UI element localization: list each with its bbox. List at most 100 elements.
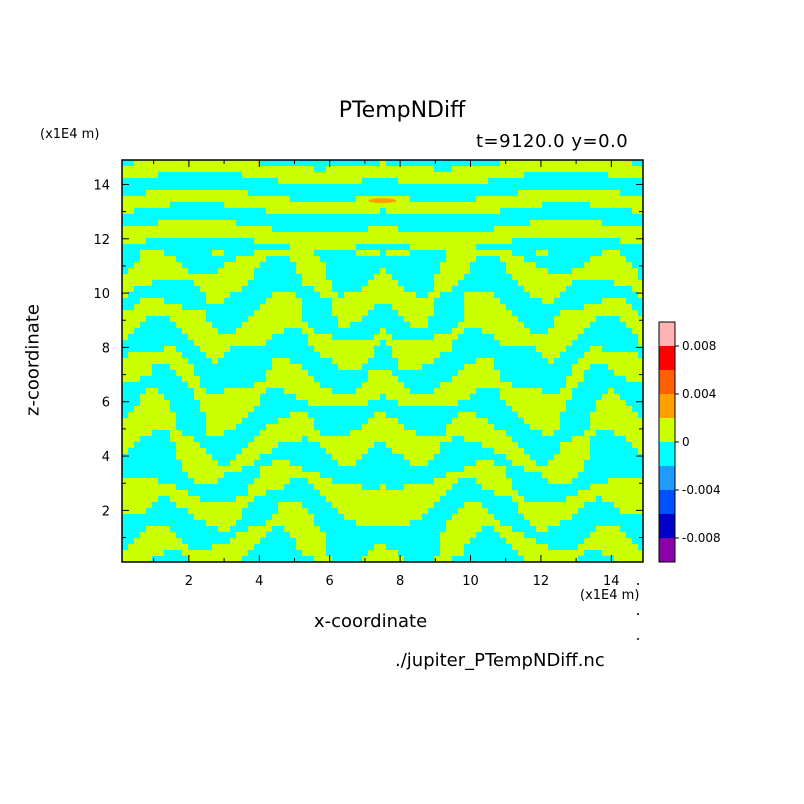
contour-cell-positive xyxy=(422,322,428,328)
contour-cell-positive xyxy=(422,298,428,304)
contour-cell-positive xyxy=(350,502,356,508)
contour-cell-positive xyxy=(482,484,488,490)
contour-cell-positive xyxy=(164,232,170,238)
contour-cell-positive xyxy=(578,460,584,466)
contour-cell-positive xyxy=(614,502,620,508)
contour-cell-positive xyxy=(338,202,344,208)
contour-cell-positive xyxy=(470,256,476,262)
contour-cell-positive xyxy=(362,490,368,496)
contour-cell-positive xyxy=(356,520,362,526)
contour-cell-positive xyxy=(356,358,362,364)
contour-cell-positive xyxy=(632,316,638,322)
contour-cell-positive xyxy=(482,316,488,322)
contour-cell-positive xyxy=(278,514,284,520)
contour-cell-positive xyxy=(290,472,296,478)
contour-cell-positive xyxy=(152,160,158,166)
contour-cell-positive xyxy=(524,544,530,550)
contour-cell-positive xyxy=(542,226,548,232)
contour-cell-positive xyxy=(158,412,164,418)
contour-cell-positive xyxy=(392,286,398,292)
contour-cell-positive xyxy=(146,538,152,544)
contour-cell-positive xyxy=(314,472,320,478)
contour-cell-positive xyxy=(494,226,500,232)
contour-cell-positive xyxy=(182,268,188,274)
contour-cell-positive xyxy=(284,526,290,532)
contour-cell-positive xyxy=(248,484,254,490)
contour-cell-positive xyxy=(194,166,200,172)
contour-cell-positive xyxy=(296,436,302,442)
contour-cell-positive xyxy=(374,412,380,418)
contour-cell-positive xyxy=(122,280,128,286)
contour-cell-positive xyxy=(452,430,458,436)
contour-cell-positive xyxy=(296,538,302,544)
contour-cell-positive xyxy=(476,178,482,184)
contour-cell-positive xyxy=(176,436,182,442)
contour-cell-positive xyxy=(206,418,212,424)
contour-cell-positive xyxy=(344,400,350,406)
contour-cell-positive xyxy=(596,526,602,532)
contour-cell-positive xyxy=(218,466,224,472)
contour-cell-positive xyxy=(344,232,350,238)
contour-cell-positive xyxy=(338,358,344,364)
contour-cell-positive xyxy=(194,232,200,238)
contour-cell-positive xyxy=(362,388,368,394)
contour-cell-positive xyxy=(446,256,452,262)
contour-cell-positive xyxy=(122,328,128,334)
contour-cell-positive xyxy=(560,478,566,484)
contour-cell-positive xyxy=(512,322,518,328)
contour-cell-positive xyxy=(464,508,470,514)
contour-cell-positive xyxy=(290,304,296,310)
contour-cell-positive xyxy=(236,328,242,334)
contour-cell-positive xyxy=(200,280,206,286)
contour-cell-positive xyxy=(392,382,398,388)
contour-cell-positive xyxy=(596,532,602,538)
contour-cell-positive xyxy=(296,262,302,268)
contour-cell-positive xyxy=(158,358,164,364)
contour-cell-positive xyxy=(584,364,590,370)
contour-cell-positive xyxy=(326,232,332,238)
contour-cell-positive xyxy=(410,508,416,514)
contour-cell-positive xyxy=(206,466,212,472)
contour-cell-positive xyxy=(632,418,638,424)
contour-cell-positive xyxy=(494,382,500,388)
contour-cell-positive xyxy=(248,394,254,400)
contour-cell-positive xyxy=(326,478,332,484)
contour-cell-positive xyxy=(332,166,338,172)
contour-cell-positive xyxy=(416,352,422,358)
contour-cell-positive xyxy=(620,418,626,424)
contour-cell-positive xyxy=(626,556,632,562)
contour-cell-positive xyxy=(254,238,260,244)
contour-cell-positive xyxy=(422,502,428,508)
contour-cell-positive xyxy=(608,250,614,256)
contour-cell-positive xyxy=(410,364,416,370)
contour-cell-positive xyxy=(524,202,530,208)
contour-cell-positive xyxy=(374,334,380,340)
contour-cell-positive xyxy=(344,454,350,460)
contour-cell-positive xyxy=(356,292,362,298)
contour-cell-positive xyxy=(596,190,602,196)
contour-cell-positive xyxy=(632,328,638,334)
contour-cell-positive xyxy=(590,310,596,316)
contour-cell-positive xyxy=(590,430,596,436)
contour-cell-positive xyxy=(218,520,224,526)
contour-cell-positive xyxy=(374,520,380,526)
contour-cell-positive xyxy=(566,160,572,166)
contour-cell-positive xyxy=(542,160,548,166)
contour-cell-positive xyxy=(614,550,620,556)
contour-cell-positive xyxy=(638,172,643,178)
contour-cell-positive xyxy=(272,436,278,442)
contour-cell-positive xyxy=(314,436,320,442)
contour-cell-positive xyxy=(206,160,212,166)
contour-cell-positive xyxy=(332,400,338,406)
contour-cell-positive xyxy=(536,250,542,256)
contour-cell-positive xyxy=(488,298,494,304)
contour-cell-positive xyxy=(554,196,560,202)
contour-cell-positive xyxy=(254,340,260,346)
contour-cell-positive xyxy=(590,424,596,430)
contour-cell-positive xyxy=(200,310,206,316)
contour-cell-positive xyxy=(422,490,428,496)
contour-cell-positive xyxy=(176,196,182,202)
contour-cell-positive xyxy=(434,478,440,484)
contour-cell-positive xyxy=(260,436,266,442)
contour-cell-positive xyxy=(344,502,350,508)
